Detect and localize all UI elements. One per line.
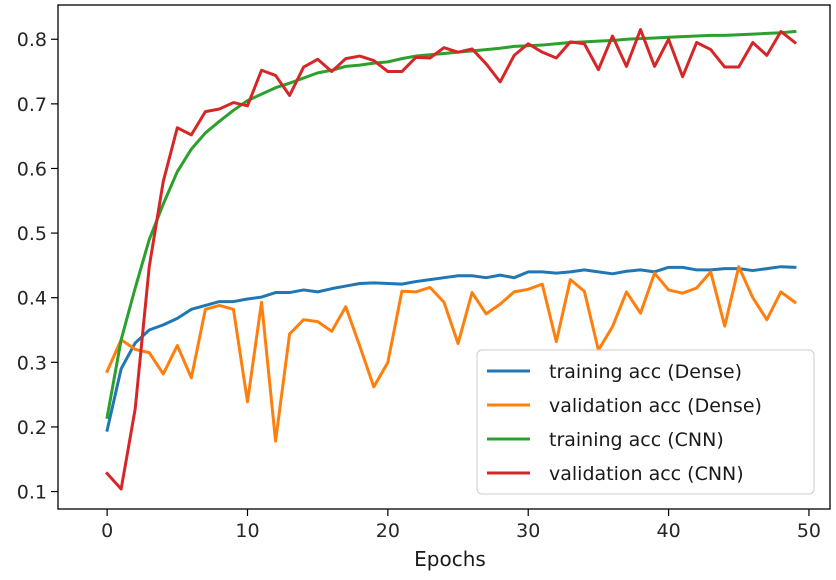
y-tick-label: 0.5 bbox=[17, 223, 47, 245]
y-tick-label: 0.1 bbox=[17, 482, 47, 504]
legend-label-0: training acc (Dense) bbox=[549, 361, 742, 383]
x-tick-label: 40 bbox=[656, 520, 680, 542]
series-line-1 bbox=[105, 265, 798, 443]
legend-label-3: validation acc (CNN) bbox=[549, 463, 744, 485]
y-tick-label: 0.2 bbox=[17, 417, 47, 439]
y-tick-label: 0.6 bbox=[17, 158, 47, 180]
x-tick-label: 50 bbox=[797, 520, 821, 542]
series-line-2 bbox=[105, 29, 797, 419]
series-line-0 bbox=[105, 265, 797, 432]
legend-box bbox=[476, 349, 815, 495]
y-tick-label: 0.7 bbox=[17, 94, 47, 116]
y-tick-label: 0.4 bbox=[17, 288, 47, 310]
x-tick-label: 20 bbox=[376, 520, 400, 542]
plot-frame bbox=[57, 4, 831, 510]
x-axis-title: Epochs bbox=[414, 547, 486, 571]
x-axis: 0 10 20 30 40 50 bbox=[101, 509, 821, 542]
series-line-3 bbox=[105, 28, 798, 491]
x-tick-label: 0 bbox=[101, 520, 113, 542]
x-tick-label: 30 bbox=[516, 520, 540, 542]
x-tick-label: 10 bbox=[235, 520, 259, 542]
legend-label-1: validation acc (Dense) bbox=[549, 395, 762, 417]
y-axis: 0.1 0.2 0.3 0.4 0.5 0.6 0.7 0.8 bbox=[17, 29, 58, 504]
legend: training acc (Dense) validation acc (Dens… bbox=[476, 349, 815, 495]
legend-label-2: training acc (CNN) bbox=[549, 429, 724, 451]
y-tick-label: 0.3 bbox=[17, 352, 47, 374]
y-tick-label: 0.8 bbox=[17, 29, 47, 51]
plot-lines bbox=[105, 28, 798, 491]
